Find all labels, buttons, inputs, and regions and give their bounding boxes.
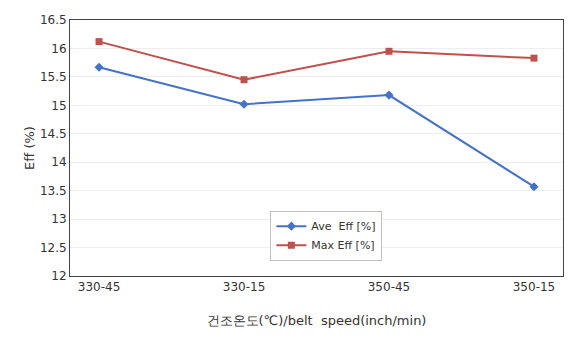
svg-text:15.5: 15.5 (40, 70, 67, 84)
svg-text:16.5: 16.5 (40, 13, 67, 27)
svg-text:350-45: 350-45 (368, 280, 411, 294)
svg-text:건조온도(℃)/belt speed(inch/min): 건조온도(℃)/belt speed(inch/min) (207, 313, 427, 328)
svg-text:13.5: 13.5 (40, 184, 67, 198)
svg-text:12.5: 12.5 (40, 241, 67, 255)
svg-text:12: 12 (51, 269, 66, 283)
svg-text:350-15: 350-15 (513, 280, 556, 294)
svg-text:13: 13 (51, 212, 66, 226)
svg-text:Max Eff [%]: Max Eff [%] (311, 239, 374, 252)
svg-text:Ave Eff [%]: Ave Eff [%] (311, 220, 375, 233)
svg-text:14.5: 14.5 (40, 127, 67, 141)
svg-text:330-45: 330-45 (78, 280, 121, 294)
svg-text:Eff (%): Eff (%) (22, 126, 37, 170)
svg-text:16: 16 (51, 42, 66, 56)
svg-text:330-15: 330-15 (223, 280, 266, 294)
svg-text:15: 15 (51, 99, 66, 113)
svg-text:14: 14 (51, 155, 66, 169)
